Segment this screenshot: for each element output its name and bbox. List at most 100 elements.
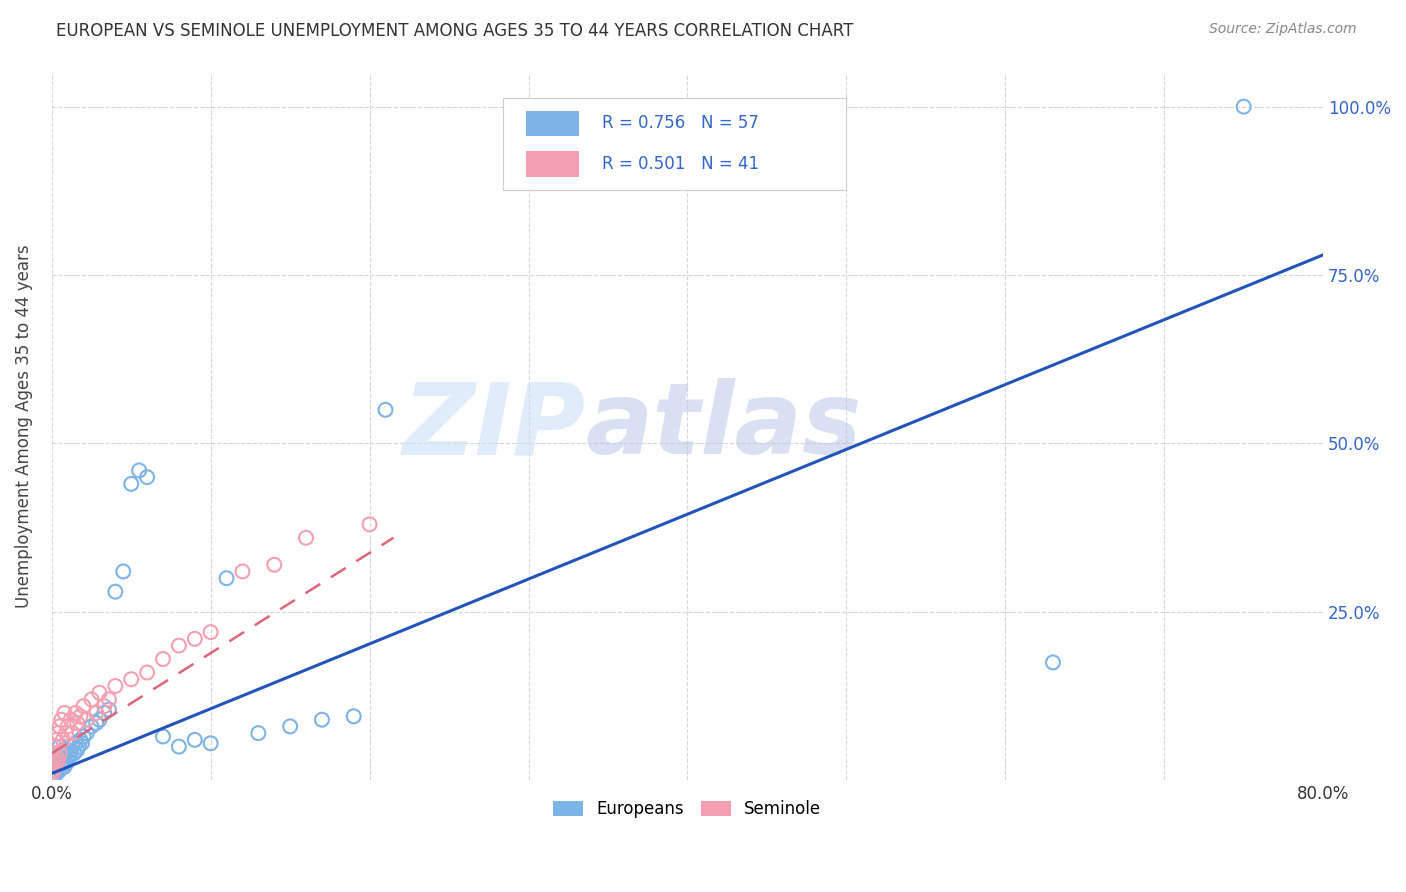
Point	[56, 753, 79, 767]
Point	[44, 739, 66, 754]
Text: ZIP: ZIP	[402, 378, 586, 475]
Point	[51, 747, 73, 761]
Text: R = 0.756   N = 57: R = 0.756 N = 57	[602, 114, 759, 133]
Point	[41, 760, 63, 774]
Point	[278, 719, 301, 733]
Point	[44, 760, 66, 774]
Point	[66, 743, 89, 757]
Point	[136, 665, 159, 680]
Point	[89, 713, 111, 727]
Point	[69, 732, 91, 747]
Point	[215, 571, 238, 585]
Point	[58, 749, 80, 764]
Point	[200, 736, 222, 750]
Point	[45, 747, 67, 761]
Point	[167, 739, 190, 754]
Point	[55, 756, 77, 771]
Point	[42, 760, 65, 774]
Point	[97, 692, 120, 706]
Point	[65, 706, 87, 720]
Point	[46, 753, 69, 767]
Point	[55, 726, 77, 740]
Bar	[526, 111, 579, 136]
Point	[59, 747, 82, 761]
Point	[70, 736, 93, 750]
Point	[44, 763, 66, 777]
Point	[66, 716, 89, 731]
Point	[48, 739, 70, 754]
Y-axis label: Unemployment Among Ages 35 to 44 years: Unemployment Among Ages 35 to 44 years	[15, 244, 32, 608]
Point	[67, 739, 90, 754]
Point	[97, 702, 120, 716]
Point	[89, 686, 111, 700]
Point	[44, 753, 66, 767]
Point	[46, 753, 69, 767]
Point	[48, 763, 70, 777]
Point	[76, 713, 98, 727]
Point	[184, 632, 207, 646]
Point	[120, 476, 142, 491]
Point	[41, 766, 63, 780]
Point	[42, 763, 65, 777]
Point	[45, 732, 67, 747]
Text: R = 0.501   N = 41: R = 0.501 N = 41	[602, 155, 759, 173]
Point	[44, 747, 66, 761]
Text: Source: ZipAtlas.com: Source: ZipAtlas.com	[1209, 22, 1357, 37]
Point	[45, 766, 67, 780]
Point	[53, 753, 76, 767]
Point	[48, 749, 70, 764]
Point	[1233, 100, 1256, 114]
Point	[46, 726, 69, 740]
Point	[41, 766, 63, 780]
Point	[152, 730, 174, 744]
Point	[42, 770, 65, 784]
Point	[1042, 656, 1064, 670]
Point	[56, 719, 79, 733]
Point	[44, 766, 66, 780]
Point	[69, 709, 91, 723]
Point	[80, 692, 103, 706]
Point	[120, 672, 142, 686]
Point	[62, 726, 84, 740]
Point	[359, 517, 381, 532]
Point	[152, 652, 174, 666]
Legend: Europeans, Seminole: Europeans, Seminole	[547, 794, 828, 825]
Point	[62, 739, 84, 754]
Point	[59, 713, 82, 727]
Point	[48, 719, 70, 733]
Point	[263, 558, 285, 572]
Point	[55, 747, 77, 761]
Point	[52, 743, 75, 757]
Bar	[526, 151, 579, 177]
Point	[136, 470, 159, 484]
Point	[184, 732, 207, 747]
Point	[72, 730, 94, 744]
Point	[52, 756, 75, 771]
Point	[72, 699, 94, 714]
Point	[45, 756, 67, 771]
Point	[56, 743, 79, 757]
Point	[65, 736, 87, 750]
Point	[167, 639, 190, 653]
Point	[48, 747, 70, 761]
Point	[247, 726, 270, 740]
Point	[63, 747, 86, 761]
Text: EUROPEAN VS SEMINOLE UNEMPLOYMENT AMONG AGES 35 TO 44 YEARS CORRELATION CHART: EUROPEAN VS SEMINOLE UNEMPLOYMENT AMONG …	[56, 22, 853, 40]
Point	[128, 463, 150, 477]
Point	[42, 753, 65, 767]
Point	[200, 625, 222, 640]
Point	[104, 679, 127, 693]
Point	[93, 699, 115, 714]
Point	[80, 719, 103, 733]
Point	[93, 706, 115, 720]
Bar	[503, 98, 846, 190]
Point	[112, 565, 135, 579]
Point	[45, 756, 67, 771]
Point	[311, 713, 333, 727]
Point	[84, 716, 107, 731]
Point	[374, 402, 396, 417]
Point	[76, 726, 98, 740]
Point	[46, 760, 69, 774]
Point	[343, 709, 366, 723]
Point	[53, 760, 76, 774]
